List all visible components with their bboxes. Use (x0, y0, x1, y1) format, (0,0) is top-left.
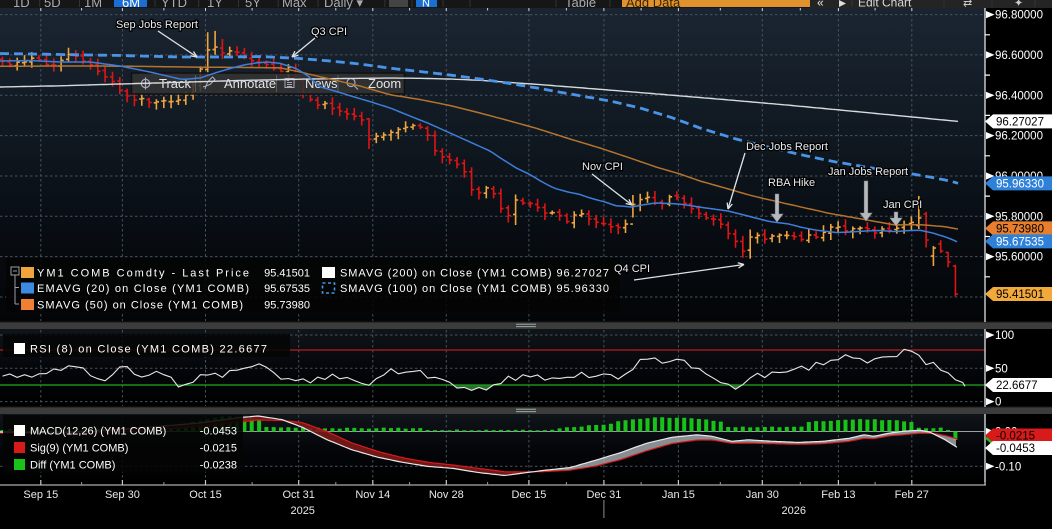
svg-text:100: 100 (995, 330, 1014, 342)
svg-text:-0.0453: -0.0453 (200, 426, 237, 438)
svg-text:1D: 1D (13, 0, 30, 10)
svg-text:Oct 31: Oct 31 (282, 489, 314, 501)
svg-text:Sep 15: Sep 15 (23, 489, 58, 501)
svg-text:Feb 27: Feb 27 (895, 489, 929, 501)
svg-text:50: 50 (995, 363, 1008, 375)
svg-text:-0.0238: -0.0238 (200, 460, 237, 472)
svg-text:Table: Table (565, 0, 596, 10)
svg-text:Nov CPI: Nov CPI (582, 161, 623, 173)
svg-text:1M: 1M (84, 0, 102, 10)
svg-text:✦: ✦ (1014, 0, 1023, 10)
svg-text:Jan CPI: Jan CPI (883, 199, 922, 211)
svg-text:Q3 CPI: Q3 CPI (311, 26, 347, 38)
svg-text:RSI (8) on Close (YM1 COMB) 2: RSI (8) on Close (YM1 COMB) 22.6677 (30, 344, 267, 356)
svg-text:SMAVG (50) on Close (YM1 COMB: SMAVG (50) on Close (YM1 COMB) (37, 300, 243, 312)
svg-text:95.41501: 95.41501 (996, 289, 1044, 301)
svg-text:Diff (YM1 COMB): Diff (YM1 COMB) (30, 460, 115, 472)
svg-text:Annotate: Annotate (224, 76, 276, 91)
svg-text:MACD(12,26) (YM1 COMB): MACD(12,26) (YM1 COMB) (30, 426, 166, 438)
svg-text:N: N (422, 0, 430, 10)
svg-text:Dec 31: Dec 31 (586, 489, 621, 501)
svg-text:5D: 5D (44, 0, 61, 10)
svg-text:96.60000: 96.60000 (995, 50, 1043, 62)
svg-text:Jan 15: Jan 15 (662, 489, 695, 501)
svg-text:News: News (305, 76, 338, 91)
svg-text:-0.10: -0.10 (995, 461, 1021, 473)
svg-text:95.73980: 95.73980 (996, 223, 1044, 235)
svg-text:95.67535: 95.67535 (996, 236, 1044, 248)
svg-text:Nov 28: Nov 28 (429, 489, 464, 501)
svg-text:RBA Hike: RBA Hike (768, 177, 815, 189)
svg-text:0: 0 (995, 397, 1001, 409)
svg-text:Zoom: Zoom (368, 76, 401, 91)
svg-text:22.6677: 22.6677 (996, 380, 1038, 392)
svg-text:Add Data: Add Data (626, 0, 681, 10)
svg-text:Nov 14: Nov 14 (355, 489, 390, 501)
svg-text:95.60000: 95.60000 (995, 252, 1043, 264)
svg-text:95.41501: 95.41501 (264, 268, 310, 280)
svg-text:2026: 2026 (782, 505, 806, 517)
svg-text:96.40000: 96.40000 (995, 90, 1043, 102)
svg-text:5Y: 5Y (245, 0, 261, 10)
svg-text:Oct 15: Oct 15 (189, 489, 221, 501)
svg-text:6M: 6M (122, 0, 140, 10)
svg-text:Sep 30: Sep 30 (105, 489, 140, 501)
svg-text:Jan Jobs Report: Jan Jobs Report (828, 166, 908, 178)
svg-text:SMAVG (100) on Close (YM1 COM: SMAVG (100) on Close (YM1 COMB) 95.96330 (340, 283, 609, 295)
svg-text:95.80000: 95.80000 (995, 211, 1043, 223)
svg-text:Max: Max (282, 0, 307, 10)
svg-text:Sig(9) (YM1 COMB): Sig(9) (YM1 COMB) (30, 443, 128, 455)
svg-text:-0.0453: -0.0453 (996, 443, 1035, 455)
svg-text:YTD: YTD (161, 0, 187, 10)
svg-text:Dec Jobs Report: Dec Jobs Report (746, 141, 828, 153)
svg-text:96.20000: 96.20000 (995, 131, 1043, 143)
svg-text:96.80000: 96.80000 (995, 10, 1043, 22)
svg-text:1Y: 1Y (207, 0, 223, 10)
svg-text:Q4 CPI: Q4 CPI (614, 263, 650, 275)
svg-text:Jan 30: Jan 30 (746, 489, 779, 501)
svg-text:Dec 15: Dec 15 (511, 489, 546, 501)
svg-text:SMAVG (200) on Close (YM1 COM: SMAVG (200) on Close (YM1 COMB) 96.27027 (340, 268, 609, 280)
svg-text:2025: 2025 (290, 505, 314, 517)
svg-text:⇄: ⇄ (963, 0, 972, 10)
svg-text:96.27027: 96.27027 (996, 116, 1044, 128)
svg-text:Daily ▾: Daily ▾ (324, 0, 364, 10)
svg-text:-0.0215: -0.0215 (200, 443, 237, 455)
svg-text:Feb 13: Feb 13 (821, 489, 855, 501)
svg-text:«: « (817, 0, 824, 10)
svg-text:95.67535: 95.67535 (264, 283, 310, 295)
svg-text:95.73980: 95.73980 (264, 300, 310, 312)
svg-text:Edit Chart: Edit Chart (858, 0, 912, 10)
svg-text:Sep Jobs Report: Sep Jobs Report (116, 19, 198, 31)
svg-text:95.96330: 95.96330 (996, 178, 1044, 190)
svg-text:-0.0215: -0.0215 (996, 431, 1035, 443)
svg-text:EMAVG (20) on Close (YM1 COMB: EMAVG (20) on Close (YM1 COMB) (37, 283, 249, 295)
